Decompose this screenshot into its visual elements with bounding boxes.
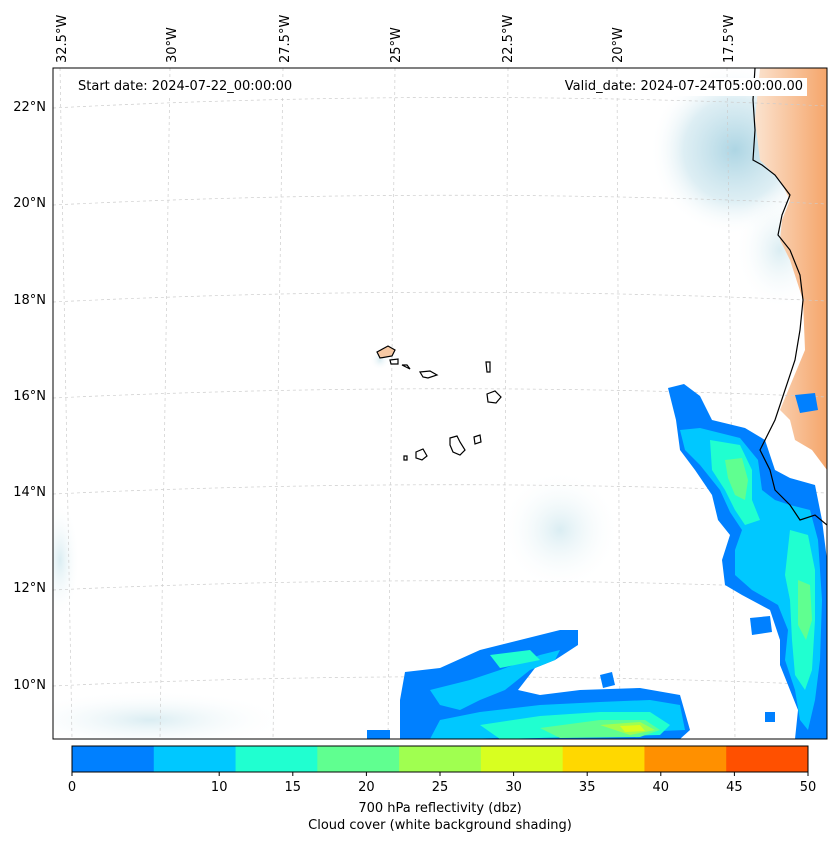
lat-label: 22°N xyxy=(13,100,46,115)
colorbar-segment xyxy=(72,746,155,772)
lon-label: 20°W xyxy=(611,27,626,63)
lat-label: 18°N xyxy=(13,293,46,308)
colorbar-tick-label: 30 xyxy=(505,780,522,795)
colorbar: 0 10 15 20 25 30 35 40 45 50 xyxy=(68,745,817,795)
graticule xyxy=(53,68,827,739)
reflectivity-south xyxy=(367,630,690,739)
colorbar-segment xyxy=(399,746,482,772)
colorbar-title: 700 hPa reflectivity (dbz) xyxy=(358,801,522,816)
reflectivity-east xyxy=(668,384,827,739)
map-frame xyxy=(52,67,828,740)
lon-label: 27.5°W xyxy=(278,15,293,63)
colorbar-tick-label: 50 xyxy=(800,780,817,795)
colorbar-tick-label: 0 xyxy=(68,780,76,795)
africa-land xyxy=(755,68,827,470)
colorbar-segment xyxy=(562,746,645,772)
coastline xyxy=(752,68,827,526)
start-date-label: Start date: 2024-07-22_00:00:00 xyxy=(74,78,297,96)
colorbar-segment xyxy=(726,746,809,772)
lat-label: 12°N xyxy=(13,581,46,596)
colorbar-tick-label: 20 xyxy=(358,780,375,795)
lon-label: 25°W xyxy=(389,27,404,63)
colorbar-segment xyxy=(235,746,318,772)
lat-label: 14°N xyxy=(13,485,46,500)
colorbar-segment xyxy=(153,746,237,772)
colorbar-tick-label: 40 xyxy=(653,780,670,795)
lon-label: 17.5°W xyxy=(722,15,737,63)
valid-date-label: Valid_date: 2024-07-24T05:00:00.00 xyxy=(560,78,807,96)
colorbar-segment xyxy=(317,746,400,772)
lon-label: 30°W xyxy=(165,27,180,63)
colorbar-tick-label: 10 xyxy=(211,780,228,795)
colorbar-segment xyxy=(480,746,564,772)
colorbar-segment xyxy=(644,746,727,772)
colorbar-tick-label: 25 xyxy=(432,780,449,795)
longitude-labels: 32.5°W 30°W 27.5°W 25°W 22.5°W 20°W 17.5… xyxy=(55,15,737,63)
lon-label: 22.5°W xyxy=(501,15,516,63)
colorbar-tick-label: 15 xyxy=(285,780,302,795)
colorbar-tick-label: 35 xyxy=(579,780,596,795)
lon-label: 32.5°W xyxy=(55,15,70,63)
lat-label: 20°N xyxy=(13,196,46,211)
latitude-labels: 22°N 20°N 18°N 16°N 14°N 12°N 10°N xyxy=(13,100,46,693)
lat-label: 10°N xyxy=(13,678,46,693)
lat-label: 16°N xyxy=(13,389,46,404)
cape-verde-islands xyxy=(376,345,502,461)
colorbar-tick-label: 45 xyxy=(726,780,743,795)
colorbar-subtitle: Cloud cover (white background shading) xyxy=(308,818,572,833)
